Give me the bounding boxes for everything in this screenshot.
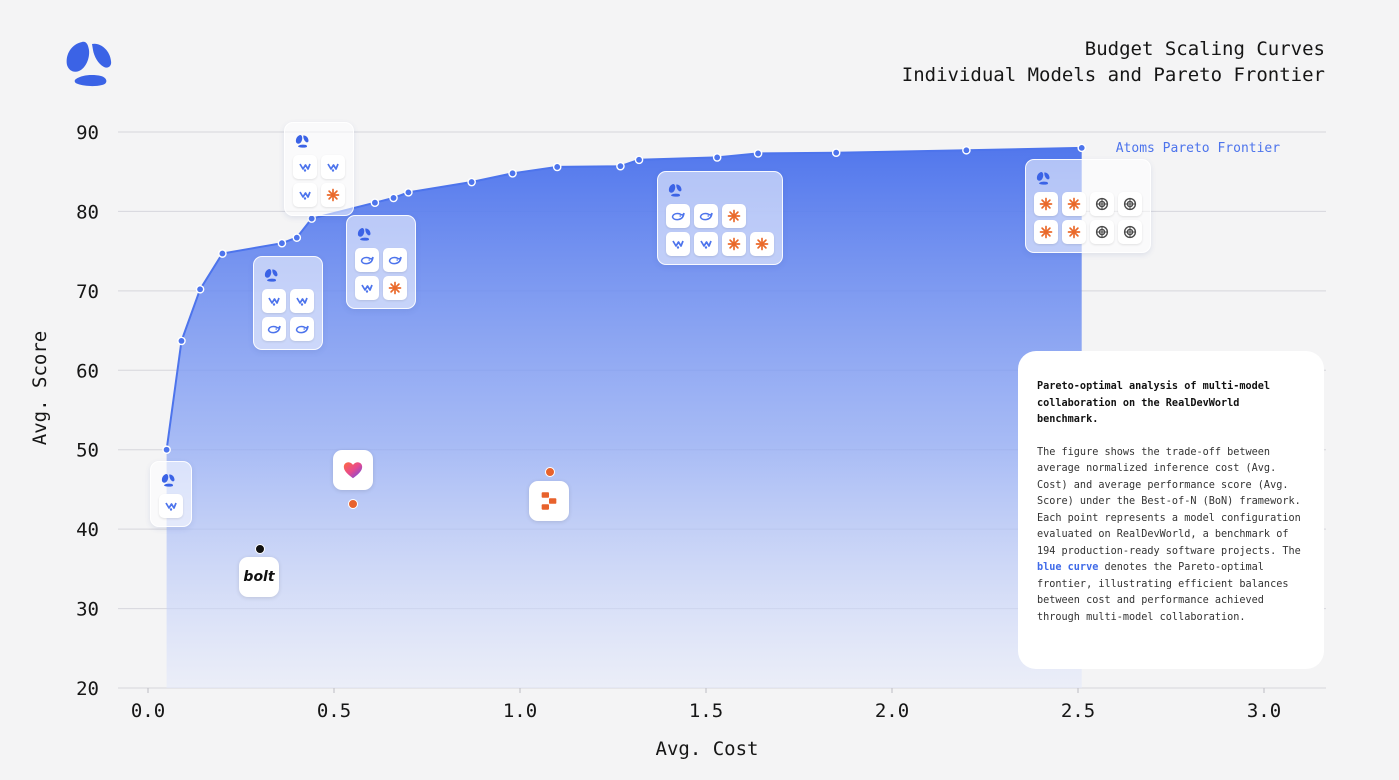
y-tick-label: 70 bbox=[76, 281, 99, 303]
config-card bbox=[657, 171, 783, 265]
frontier-series-label: Atoms Pareto Frontier bbox=[1116, 141, 1281, 156]
claude-model-icon bbox=[383, 276, 407, 300]
openai-model-icon bbox=[355, 276, 379, 300]
info-body-text-1: The figure shows the trade-off between a… bbox=[1037, 446, 1301, 557]
frontier-point bbox=[162, 445, 171, 455]
info-body: The figure shows the trade-off between a… bbox=[1037, 445, 1305, 627]
x-tick-label: 1.0 bbox=[503, 700, 537, 722]
claude-model-icon bbox=[1062, 192, 1086, 216]
claude-model-icon bbox=[722, 204, 746, 228]
lovable-baseline-point bbox=[347, 498, 358, 509]
bolt-logo-text: bolt bbox=[243, 569, 275, 585]
openai-model-icon bbox=[262, 289, 286, 313]
openai-model-icon bbox=[159, 494, 183, 518]
y-tick-label: 40 bbox=[76, 519, 99, 541]
frontier-point bbox=[177, 336, 186, 346]
frontier-point bbox=[195, 284, 205, 294]
frontier-point bbox=[404, 188, 413, 197]
config-card bbox=[253, 256, 323, 350]
info-box: Pareto-optimal analysis of multi-model c… bbox=[1018, 351, 1324, 669]
y-tick-label: 30 bbox=[76, 599, 99, 621]
frontier-point bbox=[712, 153, 722, 162]
replit-baseline-point bbox=[544, 466, 555, 477]
y-tick-label: 60 bbox=[76, 360, 99, 382]
chart-title-line2: Individual Models and Pareto Frontier bbox=[901, 64, 1325, 86]
openai-model-icon bbox=[293, 183, 317, 207]
y-tick-label: 80 bbox=[76, 201, 99, 223]
frontier-point bbox=[292, 233, 302, 242]
frontier-point bbox=[370, 198, 380, 207]
frontier-point bbox=[467, 177, 476, 187]
frontier-point bbox=[389, 193, 398, 203]
x-tick-label: 2.5 bbox=[1061, 700, 1095, 722]
replit-icon bbox=[541, 492, 557, 510]
frontier-point bbox=[552, 162, 562, 172]
y-tick-label: 20 bbox=[76, 678, 99, 700]
gpt-model-icon bbox=[1118, 192, 1142, 216]
x-axis-label: Avg. Cost bbox=[655, 738, 759, 760]
info-body-text-2: denotes the Pareto-optimal frontier, ill… bbox=[1037, 562, 1289, 623]
openai-model-icon bbox=[293, 155, 317, 179]
deepseek-model-icon bbox=[666, 204, 690, 228]
frontier-point bbox=[616, 161, 625, 171]
claude-model-icon bbox=[722, 232, 746, 256]
atoms-mini-icon bbox=[161, 472, 175, 487]
frontier-point bbox=[277, 238, 287, 248]
x-tick-label: 1.5 bbox=[689, 700, 723, 722]
x-tick-label: 0.5 bbox=[317, 700, 351, 722]
openai-model-icon bbox=[666, 232, 690, 256]
frontier-point bbox=[753, 149, 763, 158]
atoms-mini-icon bbox=[357, 226, 371, 241]
chart-title-line1: Budget Scaling Curves bbox=[1084, 38, 1325, 60]
replit-logo bbox=[529, 481, 569, 521]
config-card bbox=[284, 122, 354, 216]
openai-model-icon bbox=[321, 155, 345, 179]
frontier-line bbox=[165, 146, 1082, 450]
gpt-model-icon bbox=[1090, 220, 1114, 244]
x-tick-label: 2.0 bbox=[875, 700, 909, 722]
openai-model-icon bbox=[290, 289, 314, 313]
claude-model-icon bbox=[1062, 220, 1086, 244]
bolt-baseline-point bbox=[254, 544, 265, 554]
atoms-mini-icon bbox=[264, 267, 278, 282]
deepseek-model-icon bbox=[262, 317, 286, 341]
gpt-model-icon bbox=[1118, 220, 1142, 244]
frontier-point bbox=[634, 155, 644, 165]
lovable-logo bbox=[333, 450, 373, 490]
frontier-point bbox=[1077, 143, 1087, 153]
claude-model-icon bbox=[1034, 220, 1058, 244]
openai-model-icon bbox=[694, 232, 718, 256]
claude-model-icon bbox=[321, 183, 345, 207]
atoms-mini-icon bbox=[1036, 170, 1050, 185]
y-axis-label: Avg. Score bbox=[29, 330, 51, 446]
claude-model-icon bbox=[750, 232, 774, 256]
x-tick-label: 3.0 bbox=[1247, 700, 1281, 722]
atoms-mini-icon bbox=[668, 182, 682, 197]
deepseek-model-icon bbox=[355, 248, 379, 272]
config-card bbox=[150, 461, 192, 527]
y-tick-label: 90 bbox=[76, 122, 99, 144]
frontier-point bbox=[307, 214, 316, 223]
bolt-logo: bolt bbox=[239, 557, 279, 597]
deepseek-model-icon bbox=[383, 248, 407, 272]
atoms-logo bbox=[66, 41, 112, 87]
frontier-point bbox=[831, 148, 841, 157]
gpt-model-icon bbox=[1090, 192, 1114, 216]
atoms-mini-icon bbox=[295, 133, 309, 148]
lovable-heart-icon bbox=[343, 462, 363, 479]
y-tick-label: 50 bbox=[76, 440, 99, 462]
info-highlight: blue curve bbox=[1037, 562, 1099, 573]
info-heading: Pareto-optimal analysis of multi-model c… bbox=[1037, 381, 1271, 425]
deepseek-model-icon bbox=[290, 317, 314, 341]
claude-model-icon bbox=[1034, 192, 1058, 216]
config-card bbox=[1025, 159, 1151, 253]
frontier-point bbox=[508, 169, 517, 178]
deepseek-model-icon bbox=[694, 204, 718, 228]
config-card bbox=[346, 215, 416, 309]
frontier-point bbox=[218, 249, 227, 258]
x-tick-label: 0.0 bbox=[131, 700, 165, 722]
frontier-point bbox=[962, 145, 971, 155]
